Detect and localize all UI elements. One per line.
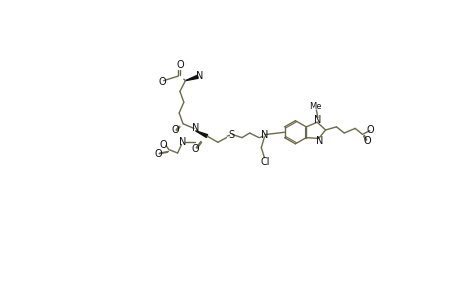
- Text: Me: Me: [308, 102, 321, 111]
- Text: N: N: [179, 137, 186, 147]
- Text: O: O: [160, 140, 167, 150]
- Text: O: O: [171, 125, 179, 135]
- Text: O: O: [154, 149, 162, 159]
- Text: O: O: [366, 125, 374, 135]
- Text: O: O: [191, 144, 199, 154]
- Text: O: O: [176, 60, 183, 70]
- Text: N: N: [195, 71, 202, 81]
- Text: N: N: [260, 130, 268, 140]
- Text: Cl: Cl: [260, 157, 269, 167]
- Polygon shape: [185, 75, 198, 81]
- Text: O: O: [363, 136, 370, 146]
- Text: N: N: [313, 115, 321, 125]
- Text: O: O: [158, 77, 166, 87]
- Text: N: N: [191, 123, 199, 134]
- Text: S: S: [228, 130, 234, 140]
- Text: N: N: [315, 136, 322, 146]
- Polygon shape: [195, 131, 207, 137]
